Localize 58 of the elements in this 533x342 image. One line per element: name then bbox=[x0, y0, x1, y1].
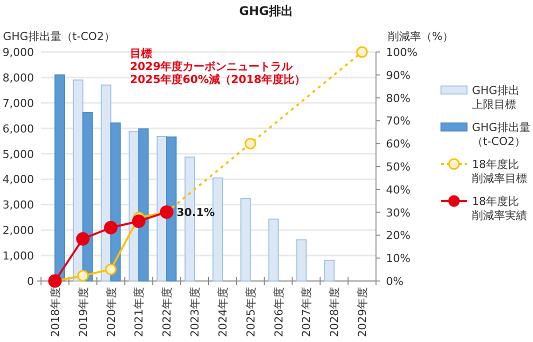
x-tick-label: 2021年度 bbox=[132, 287, 146, 337]
y2-tick-label: 20% bbox=[386, 229, 410, 242]
y-tick-label: 1,000 bbox=[2, 250, 34, 263]
y-tick-label: 6,000 bbox=[2, 122, 34, 136]
y2-tick-label: 60% bbox=[386, 138, 410, 151]
x-tick-label: 2029年度 bbox=[356, 287, 370, 337]
bar bbox=[166, 136, 177, 282]
y-tick-label: 7,000 bbox=[2, 96, 34, 110]
bar bbox=[110, 122, 121, 282]
point bbox=[77, 270, 89, 282]
x-tick-label: 2028年度 bbox=[328, 287, 342, 337]
y-tick-label: 8,000 bbox=[2, 71, 34, 84]
bar bbox=[82, 112, 93, 282]
x-tick-label: 2018年度 bbox=[48, 287, 62, 337]
y-tick-label: 0 bbox=[27, 275, 34, 288]
x-tick-label: 2019年度 bbox=[76, 287, 90, 337]
bar bbox=[324, 260, 335, 282]
y-tick-label: 5,000 bbox=[2, 148, 34, 161]
y2-tick-label: 30% bbox=[386, 206, 410, 220]
point bbox=[76, 232, 90, 246]
x-tick-label: 2026年度 bbox=[272, 287, 286, 337]
y2-tick-label: 40% bbox=[386, 183, 410, 196]
x-tick-label: 2022年度 bbox=[160, 287, 174, 337]
point bbox=[132, 214, 146, 228]
point bbox=[104, 220, 118, 234]
y-axis-title: GHG排出量（t-CO2） bbox=[3, 30, 115, 43]
point bbox=[244, 138, 256, 150]
y2-tick-label: 80% bbox=[386, 92, 410, 105]
y-tick-label: 2,000 bbox=[2, 224, 34, 238]
x-tick-label: 2027年度 bbox=[300, 287, 314, 337]
y2-tick-label: 50% bbox=[386, 160, 410, 174]
bar bbox=[268, 218, 279, 282]
x-tick-label: 2020年度 bbox=[104, 287, 118, 337]
y-tick-label: 4,000 bbox=[2, 173, 34, 186]
point bbox=[356, 46, 368, 58]
y2-tick-label: 90% bbox=[386, 68, 410, 82]
legend-label: GHG排出量（t-CO2） bbox=[472, 121, 530, 148]
legend-label: GHG排出上限目標 bbox=[472, 84, 520, 111]
data-label: 30.1% bbox=[176, 206, 215, 220]
y-tick-label: 3,000 bbox=[2, 198, 34, 212]
chart-title: GHG排出 bbox=[239, 4, 293, 18]
annotation: 目標 2029年度カーボンニュートラル 2025年度60%減（2018年度比） bbox=[130, 47, 306, 86]
legend-label: 18年度比削減率実績 bbox=[472, 195, 527, 222]
y-tick-label: 9,000 bbox=[2, 46, 34, 59]
point bbox=[105, 264, 117, 276]
bar bbox=[240, 198, 251, 282]
x-tick-label: 2025年度 bbox=[244, 287, 258, 337]
bar bbox=[54, 74, 65, 282]
y2-axis-title: 削減率（%） bbox=[388, 30, 454, 43]
legend-label: 18年度比削減率目標 bbox=[472, 158, 527, 185]
y2-tick-label: 10% bbox=[386, 252, 410, 266]
x-tick-label: 2024年度 bbox=[216, 287, 230, 337]
y2-tick-label: 0% bbox=[386, 275, 404, 288]
bar bbox=[296, 239, 307, 282]
x-tick-label: 2023年度 bbox=[188, 287, 202, 337]
y2-tick-label: 70% bbox=[386, 114, 410, 128]
y2-tick-label: 100% bbox=[386, 46, 418, 59]
bar bbox=[138, 128, 149, 282]
